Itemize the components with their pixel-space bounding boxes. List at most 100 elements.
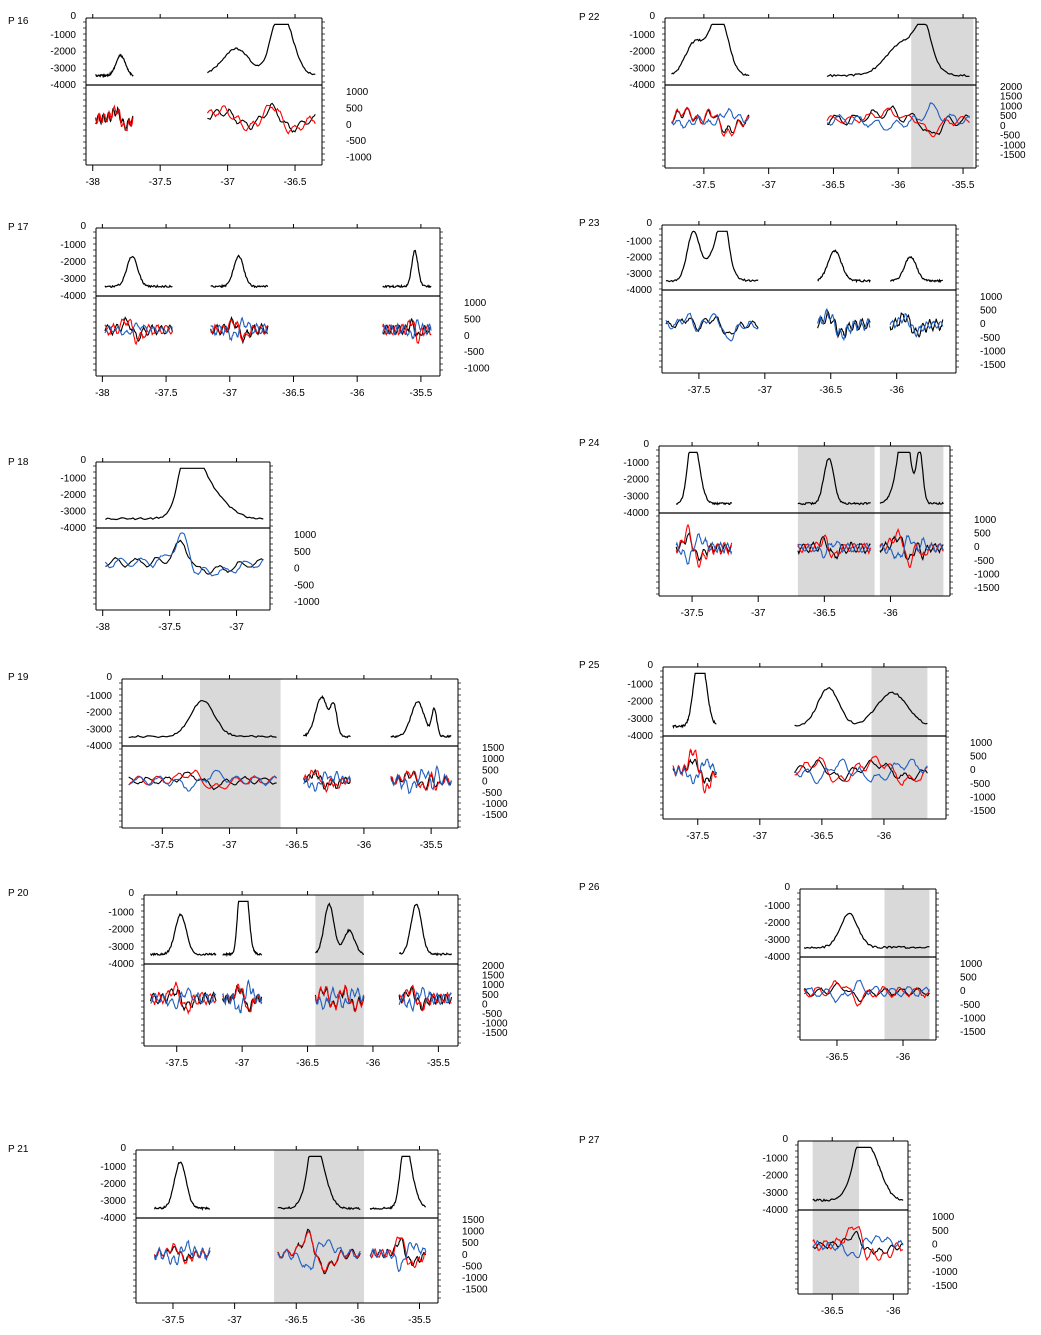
bottom-ytick-label: -500 (462, 1261, 482, 1272)
top-ytick-label: -1000 (60, 474, 86, 485)
bottom-ytick-label: -500 (482, 788, 502, 799)
xtick-label: -36.5 (826, 1052, 849, 1063)
bottom-ytick-label: 0 (482, 999, 488, 1010)
panel-label: P 25 (579, 660, 600, 671)
bathymetry-line (95, 53, 134, 79)
xtick-label: -37.5 (155, 388, 178, 399)
chart-panel: P 23 0 -1000 -2000 -3000 -4000 1000 500 0 -500 -10… (579, 218, 1006, 396)
bottom-ytick-label: 500 (464, 314, 481, 325)
bathymetry-line (369, 1155, 427, 1211)
bottom-ytick-label: -1000 (482, 1019, 508, 1030)
anomaly-line-black (95, 106, 134, 131)
top-ytick-label: -4000 (764, 952, 790, 963)
anomaly-line-black (398, 985, 453, 1011)
anomaly-line-red (382, 319, 432, 345)
bathymetry-line (671, 23, 750, 77)
bathymetry-line (672, 672, 717, 730)
panel-label: P 19 (8, 672, 29, 683)
bottom-ytick-label: -1000 (346, 153, 372, 164)
bathymetry-line (104, 255, 173, 289)
anomaly-line-black (794, 759, 928, 782)
top-ytick-label: -3000 (100, 1196, 126, 1207)
xtick-label: -38 (95, 622, 110, 633)
top-ytick-label: 0 (80, 455, 86, 466)
bottom-ytick-label: 500 (294, 547, 311, 558)
top-ytick-label: -2000 (627, 697, 653, 708)
top-ytick-label: -4000 (60, 523, 86, 534)
xtick-label: -37.5 (686, 831, 709, 842)
xtick-label: -37.5 (692, 180, 715, 191)
xtick-label: -37 (220, 177, 235, 188)
bottom-ytick-label: 1000 (482, 754, 505, 765)
top-ytick-label: -3000 (60, 274, 86, 285)
bottom-ytick-label: 1000 (980, 292, 1003, 303)
bottom-ytick-label: -500 (464, 347, 484, 358)
bottom-ytick-label: 1000 (462, 1227, 485, 1238)
anomaly-line-blue (390, 764, 452, 795)
anomaly-line-blue (665, 312, 759, 342)
shaded-region (812, 1141, 860, 1294)
shaded-region (274, 1150, 365, 1303)
bathymetry-line (207, 23, 316, 76)
anomaly-line-red (314, 984, 365, 1013)
top-ytick-label: 0 (646, 218, 652, 229)
xtick-label: -36.5 (284, 177, 307, 188)
top-ytick-label: -4000 (108, 959, 134, 970)
xtick-label: -37 (229, 622, 244, 633)
bottom-ytick-label: -1000 (970, 792, 996, 803)
bottom-ytick-label: 1000 (1000, 101, 1023, 112)
xtick-label: -35.5 (408, 1315, 431, 1326)
xtick-label: -37.5 (681, 608, 704, 619)
top-ytick-label: -4000 (100, 1213, 126, 1224)
xtick-label: -37.5 (149, 177, 172, 188)
xtick-label: -37 (751, 608, 766, 619)
anomaly-line-blue (370, 1242, 427, 1273)
bottom-ytick-label: 500 (970, 752, 987, 763)
top-ytick-label: -4000 (60, 291, 86, 302)
anomaly-line-blue (827, 102, 970, 131)
chart-panel: P 25 0 -1000 -2000 -3000 -4000 1000 500 0 -500 -10… (579, 660, 996, 842)
top-ytick-label: -3000 (60, 507, 86, 518)
bottom-ytick-label: -1000 (980, 346, 1006, 357)
top-ytick-label: -2000 (60, 257, 86, 268)
top-ytick-label: 0 (80, 221, 86, 232)
xtick-label: -37.5 (158, 622, 181, 633)
anomaly-line-blue (803, 979, 930, 1004)
bottom-ytick-label: -500 (482, 1009, 502, 1020)
xtick-label: -37 (222, 840, 237, 851)
top-ytick-label: -2000 (762, 1171, 788, 1182)
bottom-ytick-label: -500 (970, 779, 990, 790)
anomaly-line-black (665, 316, 759, 335)
chart-panel: P 17 0 -1000 -2000 -3000 -4000 1000 500 0 -500 -10… (8, 221, 490, 399)
top-ytick-label: -3000 (629, 63, 655, 74)
anomaly-line-red (153, 1242, 211, 1265)
panel-label: P 23 (579, 218, 600, 229)
xtick-label: -35.5 (409, 388, 432, 399)
xtick-label: -37 (227, 1315, 242, 1326)
bottom-ytick-label: 2000 (1000, 82, 1023, 93)
chart-panel: P 22 0 -1000 -2000 -3000 -4000 200015001000500… (579, 11, 1026, 191)
bottom-ytick-label: -1500 (1000, 150, 1026, 161)
anomaly-line-red (149, 981, 217, 1016)
top-ytick-label: 0 (70, 11, 76, 22)
xtick-label: -37.5 (165, 1058, 188, 1069)
bathymetry-line (222, 900, 263, 958)
xtick-label: -37 (758, 385, 773, 396)
bottom-ytick-label: -1500 (970, 806, 996, 817)
top-ytick-label: -2000 (60, 490, 86, 501)
bottom-ytick-label: 0 (482, 777, 488, 788)
bottom-ytick-label: 0 (960, 986, 966, 997)
xtick-label: -36.5 (822, 180, 845, 191)
anomaly-line-blue (153, 1239, 211, 1266)
bottom-ytick-label: -1000 (974, 569, 1000, 580)
bottom-ytick-label: 1000 (346, 87, 369, 98)
top-ytick-label: -3000 (626, 269, 652, 280)
bottom-ytick-label: -500 (1000, 131, 1020, 142)
shaded-region (797, 446, 875, 596)
xtick-label: -36.5 (282, 388, 305, 399)
bottom-ytick-label: 1000 (974, 515, 997, 526)
anomaly-line-blue (398, 986, 452, 1013)
bottom-ytick-label: 0 (346, 120, 352, 131)
bathymetry-line (277, 1155, 361, 1211)
